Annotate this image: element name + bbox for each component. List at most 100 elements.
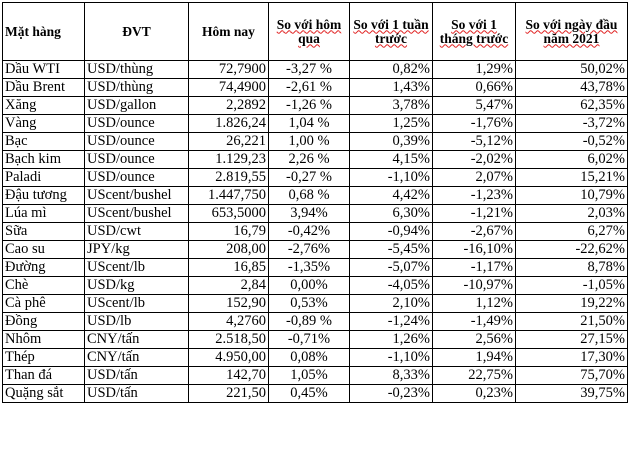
table-row: Đồng USD/lb 4,2760 -0,89 % -1,24% -1,49% 21,50… xyxy=(2,312,628,331)
table-row: Dầu WTI USD/thùng 72,7900 -3,27 % 0,82% 1,29%… xyxy=(2,60,628,79)
change-month-cell: 0,66% xyxy=(432,78,516,97)
change-week-cell: -5,45% xyxy=(349,240,433,259)
change-week-cell: 4,42% xyxy=(349,186,433,205)
price-today-cell: 2.518,50 xyxy=(188,330,269,349)
change-day-cell: 1,00 % xyxy=(268,132,350,151)
change-day-cell: 0,68 % xyxy=(268,186,350,205)
table-row: Paladi USD/ounce 2.819,55 -0,27 % -1,10% 2,07… xyxy=(2,168,628,187)
price-today-cell: 142,70 xyxy=(188,366,269,385)
header-mat-hang: Mặt hàng xyxy=(2,2,85,61)
change-day-cell: -1,35% xyxy=(268,258,350,277)
unit-cell: UScent/lb xyxy=(84,294,189,313)
unit-cell: CNY/tấn xyxy=(84,330,189,349)
unit-cell: USD/thùng xyxy=(84,60,189,79)
commodity-name-cell: Lúa mì xyxy=(2,204,85,223)
price-today-cell: 2.819,55 xyxy=(188,168,269,187)
change-day-cell: 1,04 % xyxy=(268,114,350,133)
change-week-cell: -1,24% xyxy=(349,312,433,331)
commodity-name-cell: Bạch kim xyxy=(2,150,85,169)
commodity-name-cell: Thép xyxy=(2,348,85,367)
change-day-cell: -0,71% xyxy=(268,330,350,349)
table-row: Than đá USD/tấn 142,70 1,05% 8,33% 22,75% 75,7… xyxy=(2,366,628,385)
change-week-cell: 1,43% xyxy=(349,78,433,97)
unit-cell: USD/lb xyxy=(84,312,189,331)
price-today-cell: 208,00 xyxy=(188,240,269,259)
change-ytd-cell: 62,35% xyxy=(515,96,628,115)
header-vs-year-start: So với ngày đầu năm 2021 xyxy=(515,2,628,61)
price-today-cell: 1.826,24 xyxy=(188,114,269,133)
change-week-cell: 4,15% xyxy=(349,150,433,169)
change-week-cell: 2,10% xyxy=(349,294,433,313)
change-day-cell: 0,53% xyxy=(268,294,350,313)
change-ytd-cell: 50,02% xyxy=(515,60,628,79)
change-day-cell: -2,76% xyxy=(268,240,350,259)
price-today-cell: 74,4900 xyxy=(188,78,269,97)
change-day-cell: 0,45% xyxy=(268,384,350,403)
change-ytd-cell: -1,05% xyxy=(515,276,628,295)
table-row: Nhôm CNY/tấn 2.518,50 -0,71% 1,26% 2,56% 27,15… xyxy=(2,330,628,349)
unit-cell: USD/tấn xyxy=(84,384,189,403)
change-month-cell: -10,97% xyxy=(432,276,516,295)
table-row: Cao su JPY/kg 208,00 -2,76% -5,45% -16,10% -22… xyxy=(2,240,628,259)
commodity-name-cell: Vàng xyxy=(2,114,85,133)
unit-cell: USD/ounce xyxy=(84,132,189,151)
change-month-cell: -2,67% xyxy=(432,222,516,241)
change-day-cell: 0,00% xyxy=(268,276,350,295)
commodity-name-cell: Đường xyxy=(2,258,85,277)
header-vs-week: So với 1 tuần trước xyxy=(349,2,433,61)
table-row: Sữa USD/cwt 16,79 -0,42% -0,94% -2,67% 6,27% xyxy=(2,222,628,241)
change-day-cell: -2,61 % xyxy=(268,78,350,97)
change-week-cell: 0,39% xyxy=(349,132,433,151)
change-week-cell: 6,30% xyxy=(349,204,433,223)
change-week-cell: 1,25% xyxy=(349,114,433,133)
table-row: Thép CNY/tấn 4.950,00 0,08% -1,10% 1,94% 17,30… xyxy=(2,348,628,367)
commodity-name-cell: Than đá xyxy=(2,366,85,385)
change-week-cell: 0,82% xyxy=(349,60,433,79)
change-week-cell: 1,26% xyxy=(349,330,433,349)
commodity-name-cell: Dầu WTI xyxy=(2,60,85,79)
change-ytd-cell: -3,72% xyxy=(515,114,628,133)
header-hom-nay: Hôm nay xyxy=(188,2,269,61)
table-row: Cà phê UScent/lb 152,90 0,53% 2,10% 1,12% 19,2… xyxy=(2,294,628,313)
change-ytd-cell: 19,22% xyxy=(515,294,628,313)
table-row: Vàng USD/ounce 1.826,24 1,04 % 1,25% -1,76% -3… xyxy=(2,114,628,133)
price-today-cell: 16,85 xyxy=(188,258,269,277)
commodity-name-cell: Đậu tương xyxy=(2,186,85,205)
change-month-cell: 1,12% xyxy=(432,294,516,313)
change-month-cell: 2,07% xyxy=(432,168,516,187)
change-day-cell: -1,26 % xyxy=(268,96,350,115)
change-ytd-cell: 6,27% xyxy=(515,222,628,241)
change-day-cell: 1,05% xyxy=(268,366,350,385)
change-week-cell: -1,10% xyxy=(349,168,433,187)
change-week-cell: -5,07% xyxy=(349,258,433,277)
change-day-cell: 0,08% xyxy=(268,348,350,367)
commodity-name-cell: Xăng xyxy=(2,96,85,115)
change-ytd-cell: 6,02% xyxy=(515,150,628,169)
commodity-name-cell: Paladi xyxy=(2,168,85,187)
change-week-cell: 8,33% xyxy=(349,366,433,385)
table-row: Bạc USD/ounce 26,221 1,00 % 0,39% -5,12% -0,52… xyxy=(2,132,628,151)
table-row: Xăng USD/gallon 2,2892 -1,26 % 3,78% 5,47% 62,… xyxy=(2,96,628,115)
table-row: Lúa mì UScent/bushel 653,5000 3,94% 6,30% -1,… xyxy=(2,204,628,223)
unit-cell: JPY/kg xyxy=(84,240,189,259)
change-day-cell: -0,89 % xyxy=(268,312,350,331)
change-month-cell: -1,21% xyxy=(432,204,516,223)
table-row: Dầu Brent USD/thùng 74,4900 -2,61 % 1,43% 0,6… xyxy=(2,78,628,97)
commodity-name-cell: Quặng sắt xyxy=(2,384,85,403)
price-today-cell: 16,79 xyxy=(188,222,269,241)
price-today-cell: 152,90 xyxy=(188,294,269,313)
change-ytd-cell: 10,79% xyxy=(515,186,628,205)
change-week-cell: -0,94% xyxy=(349,222,433,241)
commodity-name-cell: Bạc xyxy=(2,132,85,151)
price-today-cell: 26,221 xyxy=(188,132,269,151)
change-week-cell: -1,10% xyxy=(349,348,433,367)
price-today-cell: 2,2892 xyxy=(188,96,269,115)
table-row: Đường UScent/lb 16,85 -1,35% -5,07% -1,17% 8,7… xyxy=(2,258,628,277)
header-row: Mặt hàng ĐVT Hôm nay So với hôm qua So v… xyxy=(2,2,628,61)
price-today-cell: 72,7900 xyxy=(188,60,269,79)
commodity-price-table: Mặt hàng ĐVT Hôm nay So với hôm qua So v… xyxy=(2,2,628,403)
change-ytd-cell: 8,78% xyxy=(515,258,628,277)
unit-cell: USD/ounce xyxy=(84,150,189,169)
change-month-cell: 0,23% xyxy=(432,384,516,403)
commodity-name-cell: Dầu Brent xyxy=(2,78,85,97)
